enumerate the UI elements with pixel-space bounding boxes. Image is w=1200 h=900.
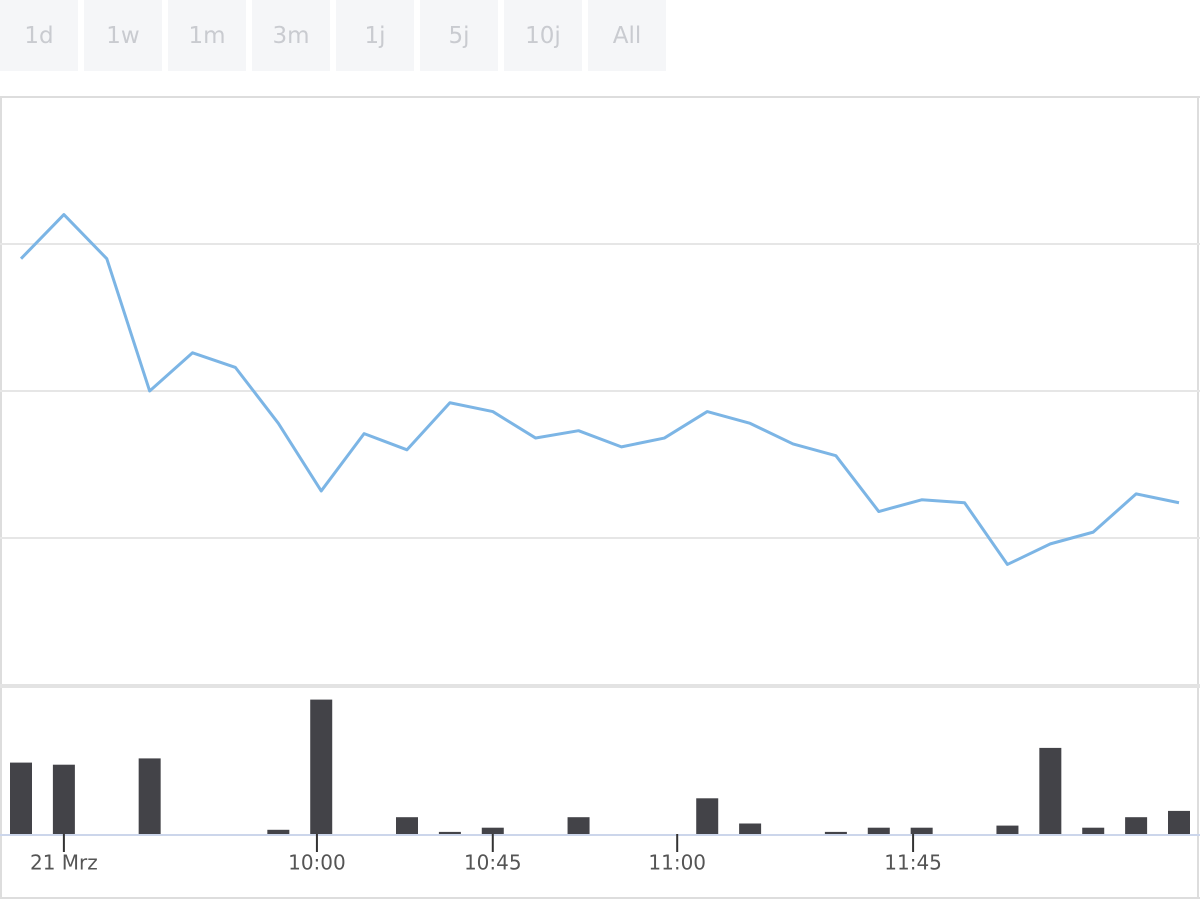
volume-bar — [739, 823, 762, 834]
volume-bar — [138, 758, 161, 834]
volume-bar — [1082, 827, 1105, 834]
range-button[interactable]: 5j — [420, 0, 498, 71]
volume-bar — [696, 798, 719, 834]
volume-bar — [910, 827, 933, 834]
x-tick-label: 10:45 — [464, 851, 522, 875]
x-tick-label: 11:00 — [648, 851, 706, 875]
range-button[interactable]: 1j — [336, 0, 414, 71]
volume-bar — [396, 817, 418, 834]
range-button[interactable]: 1w — [84, 0, 162, 71]
volume-bar — [52, 764, 75, 834]
x-tick-label: 11:45 — [884, 851, 942, 875]
volume-bar — [1168, 810, 1190, 834]
x-tick-label: 10:00 — [288, 851, 346, 875]
volume-bar — [267, 829, 290, 834]
range-selector: 1d 1w 1m 3m 1j 5j 10j All — [0, 0, 666, 71]
volume-bar — [824, 831, 847, 834]
range-button[interactable]: All — [588, 0, 666, 71]
x-tick-label: 21 Mrz — [30, 851, 98, 875]
price-line — [19, 213, 1180, 566]
range-button[interactable]: 3m — [252, 0, 330, 71]
volume-bar — [567, 817, 590, 834]
volume-bar — [996, 825, 1019, 834]
range-button[interactable]: 1m — [168, 0, 246, 71]
range-button[interactable]: 10j — [504, 0, 582, 71]
volume-bar — [1125, 817, 1148, 834]
volume-bar — [10, 762, 32, 834]
volume-bar — [310, 699, 333, 834]
range-button[interactable]: 1d — [0, 0, 78, 71]
volume-bar — [1039, 747, 1062, 834]
volume-bar — [438, 831, 461, 834]
volume-bar — [867, 827, 890, 834]
volume-bar — [481, 827, 504, 834]
